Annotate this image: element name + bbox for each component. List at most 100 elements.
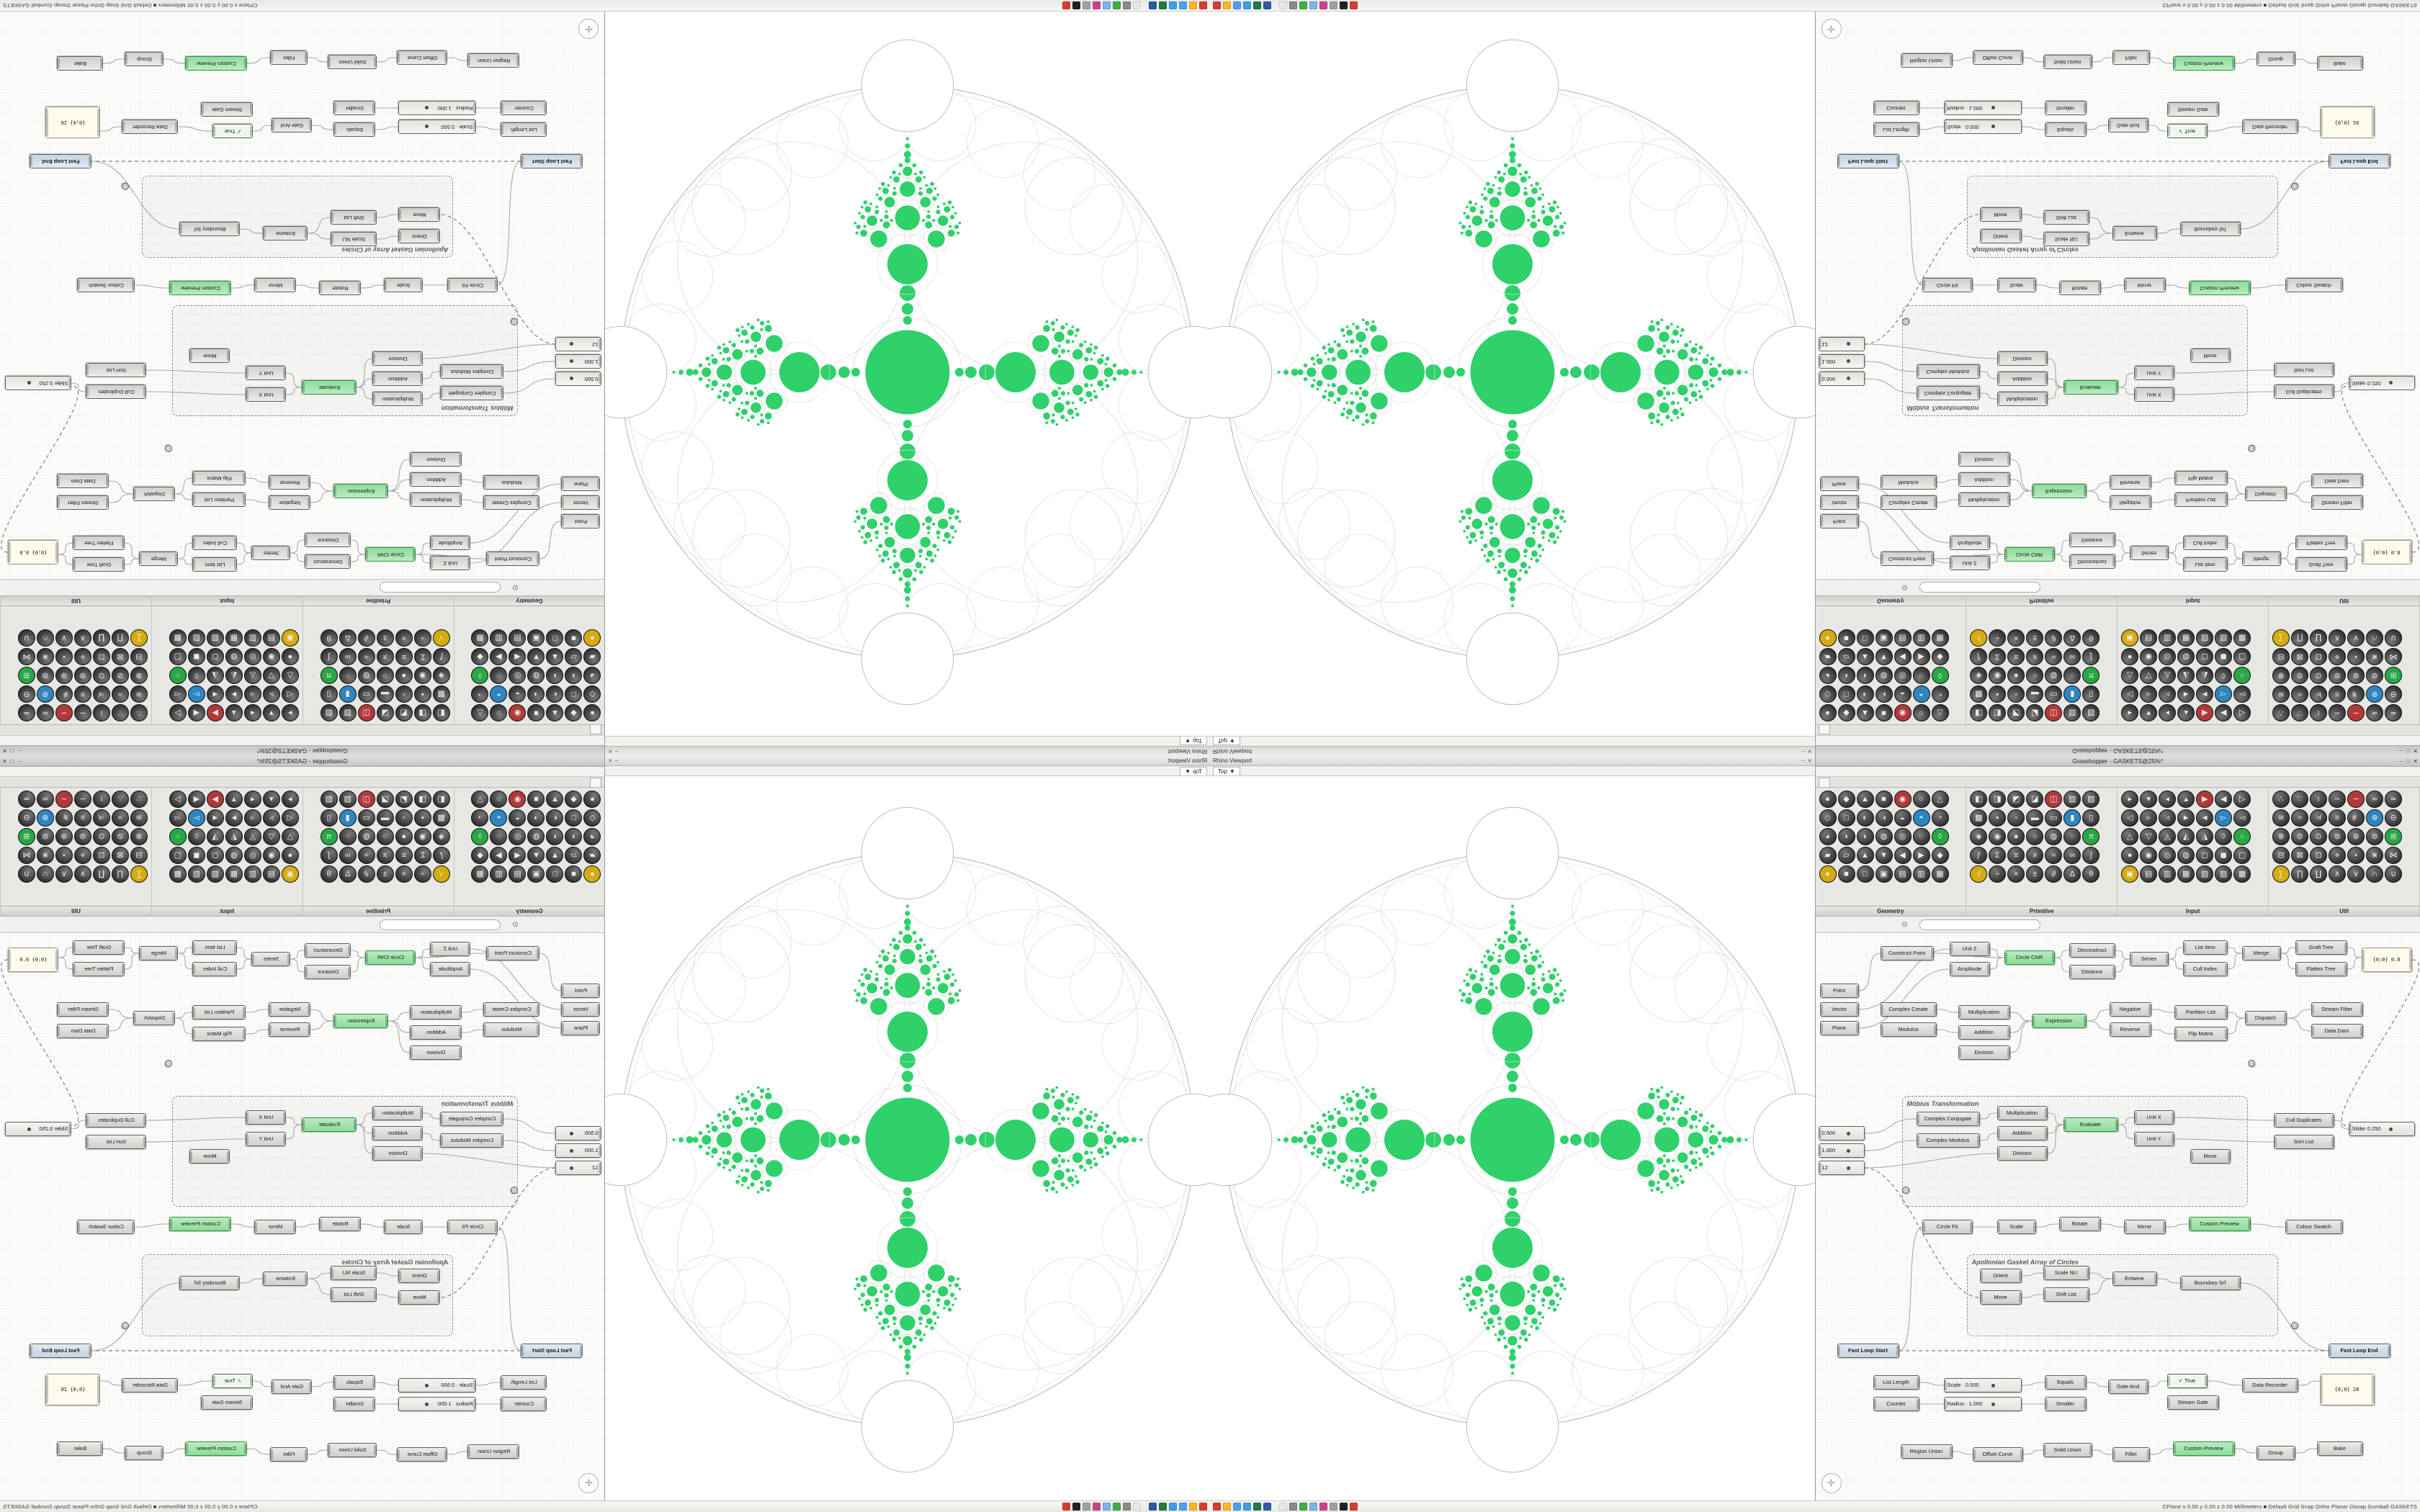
gh-node[interactable]: Distance: [305, 533, 351, 547]
component-icon[interactable]: ∽: [2347, 704, 2365, 721]
component-icon[interactable]: ▤: [508, 629, 526, 647]
gh-node[interactable]: Entwine: [263, 1272, 308, 1286]
component-icon[interactable]: ◩: [395, 791, 413, 808]
component-icon[interactable]: ≈: [2045, 847, 2063, 864]
window-minimize-button[interactable]: –: [2399, 757, 2403, 765]
component-icon[interactable]: ►: [225, 685, 243, 703]
component-icon[interactable]: ▲: [546, 847, 564, 864]
canvas-compass-widget[interactable]: ✛: [1821, 19, 1842, 39]
component-icon[interactable]: ◬: [2159, 667, 2177, 684]
component-icon[interactable]: ◌: [490, 828, 508, 845]
gh-node[interactable]: Merge: [139, 946, 179, 960]
gh-node[interactable]: Move: [398, 207, 441, 222]
component-icon[interactable]: ▲: [1856, 847, 1874, 864]
component-icon[interactable]: ≠: [376, 648, 394, 665]
gh-node[interactable]: Move: [398, 1290, 441, 1305]
component-icon[interactable]: ⊕: [2366, 685, 2384, 703]
gh-node[interactable]: Complex Modulus: [1916, 1133, 1980, 1148]
component-icon[interactable]: ▻: [187, 685, 205, 703]
window-maximize-button[interactable]: □: [10, 747, 14, 755]
window-maximize-button[interactable]: □: [10, 757, 14, 765]
gh-node[interactable]: Complex Create: [483, 495, 540, 510]
gh-node[interactable]: Fillet: [270, 50, 308, 65]
component-icon[interactable]: ∼: [2329, 791, 2347, 808]
gh-node[interactable]: Solid Union: [328, 1443, 377, 1457]
component-icon[interactable]: ▫: [2007, 685, 2025, 703]
gh-node[interactable]: Expression: [333, 484, 389, 498]
gh-node[interactable]: Cull Duplicates: [2273, 1113, 2334, 1128]
component-icon[interactable]: ◍: [225, 648, 243, 665]
component-icon[interactable]: ◀: [2215, 704, 2233, 721]
gh-node[interactable]: Fillet: [2112, 50, 2150, 65]
component-icon[interactable]: ⋄: [2329, 847, 2347, 864]
component-icon[interactable]: ▸: [2121, 791, 2139, 808]
component-icon[interactable]: ∪: [17, 865, 35, 883]
gh-node[interactable]: Colour Swatch: [2285, 278, 2343, 292]
gh-node[interactable]: Amplitude: [430, 962, 471, 976]
component-icon[interactable]: ◁: [281, 685, 299, 703]
gh-node[interactable]: Radius · 1.000: [1943, 101, 2022, 115]
component-icon[interactable]: ⊡: [92, 847, 110, 864]
component-icon[interactable]: ■: [1875, 704, 1893, 721]
window-maximize-button[interactable]: □: [2406, 757, 2410, 765]
gh-node[interactable]: Data Recorder: [2241, 120, 2298, 134]
gh-node[interactable]: [1901, 1187, 1909, 1194]
component-icon[interactable]: ◩: [2007, 704, 2025, 721]
component-icon[interactable]: ▹: [2140, 685, 2158, 703]
component-icon[interactable]: ▣: [527, 865, 545, 883]
component-tab[interactable]: [542, 777, 553, 787]
gh-node[interactable]: Flatten Tree: [73, 536, 125, 550]
component-icon[interactable]: ◇: [1819, 685, 1837, 703]
component-icon[interactable]: ≡: [2329, 685, 2347, 703]
gh-node[interactable]: Merge: [2241, 946, 2281, 960]
gh-node[interactable]: Shift List: [2043, 1287, 2089, 1302]
gh-node[interactable]: Dispatch: [133, 1011, 176, 1025]
gh-node[interactable]: Counter: [501, 101, 547, 115]
component-icon[interactable]: ▲: [546, 704, 564, 721]
component-icon[interactable]: ▾: [2140, 704, 2158, 721]
gh-node[interactable]: Radius · 1.000: [398, 101, 477, 115]
gh-node[interactable]: Fast Loop Start: [1837, 1344, 1899, 1358]
gh-node[interactable]: Deconstruct: [2069, 943, 2115, 958]
component-icon[interactable]: ○: [376, 667, 394, 684]
gh-node[interactable]: Radius · 1.000: [1943, 1397, 2022, 1411]
component-icon[interactable]: ●: [583, 629, 601, 647]
gh-node[interactable]: Reverse: [269, 475, 311, 490]
gh-node[interactable]: {0;0} 0.0: [2361, 948, 2412, 972]
gh-node[interactable]: Partition List: [192, 1005, 246, 1020]
component-icon[interactable]: ◅: [169, 809, 187, 827]
gh-node[interactable]: Flatten Tree: [2295, 536, 2347, 550]
gh-node[interactable]: Addition: [372, 1126, 424, 1140]
component-tab[interactable]: [578, 725, 590, 735]
component-icon[interactable]: ▻: [2215, 685, 2233, 703]
component-icon[interactable]: ◍: [2045, 667, 2063, 684]
component-icon[interactable]: ◼: [187, 648, 205, 665]
component-icon[interactable]: ▻: [2215, 809, 2233, 827]
component-icon[interactable]: ×: [395, 865, 413, 883]
component-icon[interactable]: ∐: [92, 629, 110, 647]
component-icon[interactable]: ▦: [225, 865, 243, 883]
component-icon[interactable]: ▧: [206, 629, 224, 647]
component-icon[interactable]: ▮: [2063, 685, 2081, 703]
gh-node[interactable]: Rotate: [2058, 1217, 2101, 1231]
component-icon[interactable]: ▢: [169, 648, 187, 665]
component-icon[interactable]: ▢: [2233, 648, 2251, 665]
component-icon[interactable]: ◗: [1856, 667, 1874, 684]
component-icon[interactable]: ◕: [583, 667, 601, 684]
component-icon[interactable]: ▣: [2121, 865, 2139, 883]
component-icon[interactable]: ∏: [2291, 629, 2309, 647]
component-icon[interactable]: ▶: [206, 704, 224, 721]
component-icon[interactable]: ▧: [2196, 865, 2214, 883]
component-icon[interactable]: ◑: [527, 809, 545, 827]
component-icon[interactable]: ▦: [2177, 865, 2195, 883]
component-icon[interactable]: ∑: [130, 865, 148, 883]
component-icon[interactable]: ◎: [243, 648, 261, 665]
component-icon[interactable]: ●: [2121, 847, 2139, 864]
component-icon[interactable]: ◄: [206, 685, 224, 703]
gh-node[interactable]: [2247, 445, 2255, 452]
component-icon[interactable]: ◌: [1912, 828, 1930, 845]
component-icon[interactable]: ◊: [1931, 828, 1949, 845]
component-icon[interactable]: ◄: [206, 809, 224, 827]
component-icon[interactable]: ●: [1819, 865, 1837, 883]
gh-node[interactable]: Scale NU: [331, 1266, 377, 1280]
